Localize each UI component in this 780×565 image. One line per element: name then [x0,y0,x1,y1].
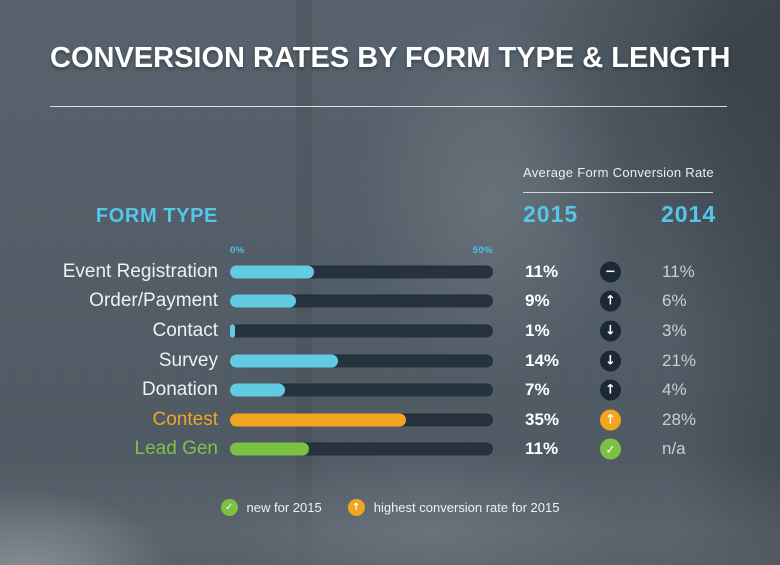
form-type-label: Survey [158,349,218,371]
scale-max-label: 50% [472,245,493,256]
trend-icon [600,350,621,372]
legend: new for 2015 highest conversion rate for… [0,499,780,516]
bar-track [230,265,493,279]
bar-track [230,294,493,308]
table-row: Event Registration 11% 11% [0,257,780,287]
bar-fill [230,294,296,308]
rate-2015: 11% [525,439,559,459]
page-title: CONVERSION RATES BY FORM TYPE & LENGTH [50,42,731,74]
table-row: Survey 14% 21% [0,346,780,376]
legend-label: highest conversion rate for 2015 [373,500,560,515]
check-icon [220,499,238,516]
rate-2014: 4% [662,380,687,400]
form-type-label: Lead Gen [134,438,218,460]
rate-2014: 3% [662,320,687,340]
column-header-2014: 2014 [661,201,717,227]
rate-2014: 21% [662,350,697,370]
rate-2014: 11% [662,261,695,281]
legend-item-new: new for 2015 [220,499,322,516]
title-divider [50,106,727,107]
table-row: Lead Gen 11% n/a [0,435,780,465]
rate-2015: 1% [525,320,550,340]
bar-fill [230,354,338,368]
form-type-label: Order/Payment [89,290,218,312]
scale-min-label: 0% [230,245,245,256]
bar-track [230,442,493,456]
rate-2015: 11% [525,261,559,281]
bar-fill [230,413,407,427]
legend-item-highest: highest conversion rate for 2015 [347,499,560,516]
bar-scale: 0% 50% [230,245,493,256]
form-type-label: Donation [141,379,218,401]
bar-fill [230,442,309,456]
trend-icon [600,409,621,431]
table-row: Donation 7% 4% [0,375,780,405]
rate-2014: 28% [662,409,697,429]
bar-track [230,324,493,338]
trend-icon [600,438,621,460]
bar-fill [230,383,286,397]
bar-track [230,413,493,427]
rate-2015: 35% [525,409,560,429]
column-header-form-type: FORM TYPE [95,205,218,227]
form-type-label: Contest [152,408,218,430]
group-header: Average Form Conversion Rate [523,165,714,193]
rate-2014: n/a [662,439,686,459]
bar-fill [230,265,315,279]
table-row: Contest 35% 28% [0,405,780,435]
bar-track [230,383,493,397]
rate-2015: 14% [525,350,560,370]
rate-2014: 6% [662,291,687,311]
trend-icon [600,320,621,342]
legend-label: new for 2015 [246,500,322,515]
form-type-label: Event Registration [62,260,218,282]
column-header-2015: 2015 [523,201,579,227]
table-row: Order/Payment 9% 6% [0,287,780,317]
form-type-label: Contact [152,319,218,341]
data-rows: Event Registration 11% 11% Order/Payment… [0,257,780,464]
up-arrow-icon [347,499,365,516]
trend-icon [600,379,621,401]
trend-icon [600,290,621,312]
bar-fill [230,324,236,338]
rate-2015: 9% [525,291,550,311]
trend-icon [600,261,621,283]
bar-track [230,354,493,368]
rate-2015: 7% [525,380,550,400]
table-row: Contact 1% 3% [0,316,780,346]
